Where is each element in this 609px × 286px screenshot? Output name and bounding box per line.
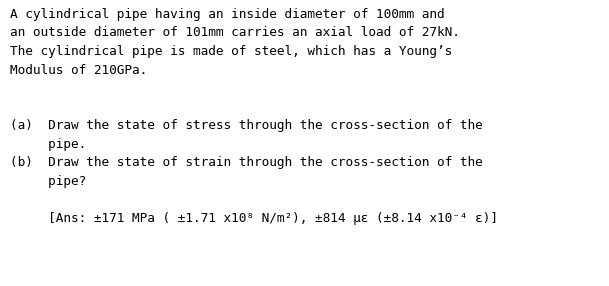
Text: Modulus of 210GPa.: Modulus of 210GPa. xyxy=(10,63,147,76)
Text: A cylindrical pipe having an inside diameter of 100mm and: A cylindrical pipe having an inside diam… xyxy=(10,8,445,21)
Text: pipe?: pipe? xyxy=(10,174,86,188)
Text: an outside diameter of 101mm carries an axial load of 27kN.: an outside diameter of 101mm carries an … xyxy=(10,27,460,39)
Text: [Ans: ±171 MPa ( ±1.71 x10⁸ N/m²), ±814 με (±8.14 x10⁻⁴ ε)]: [Ans: ±171 MPa ( ±1.71 x10⁸ N/m²), ±814 … xyxy=(10,212,498,225)
Text: pipe.: pipe. xyxy=(10,138,86,150)
Text: The cylindrical pipe is made of steel, which has a Young’s: The cylindrical pipe is made of steel, w… xyxy=(10,45,452,58)
Text: (a)  Draw the state of stress through the cross-section of the: (a) Draw the state of stress through the… xyxy=(10,119,483,132)
Text: (b)  Draw the state of strain through the cross-section of the: (b) Draw the state of strain through the… xyxy=(10,156,483,169)
